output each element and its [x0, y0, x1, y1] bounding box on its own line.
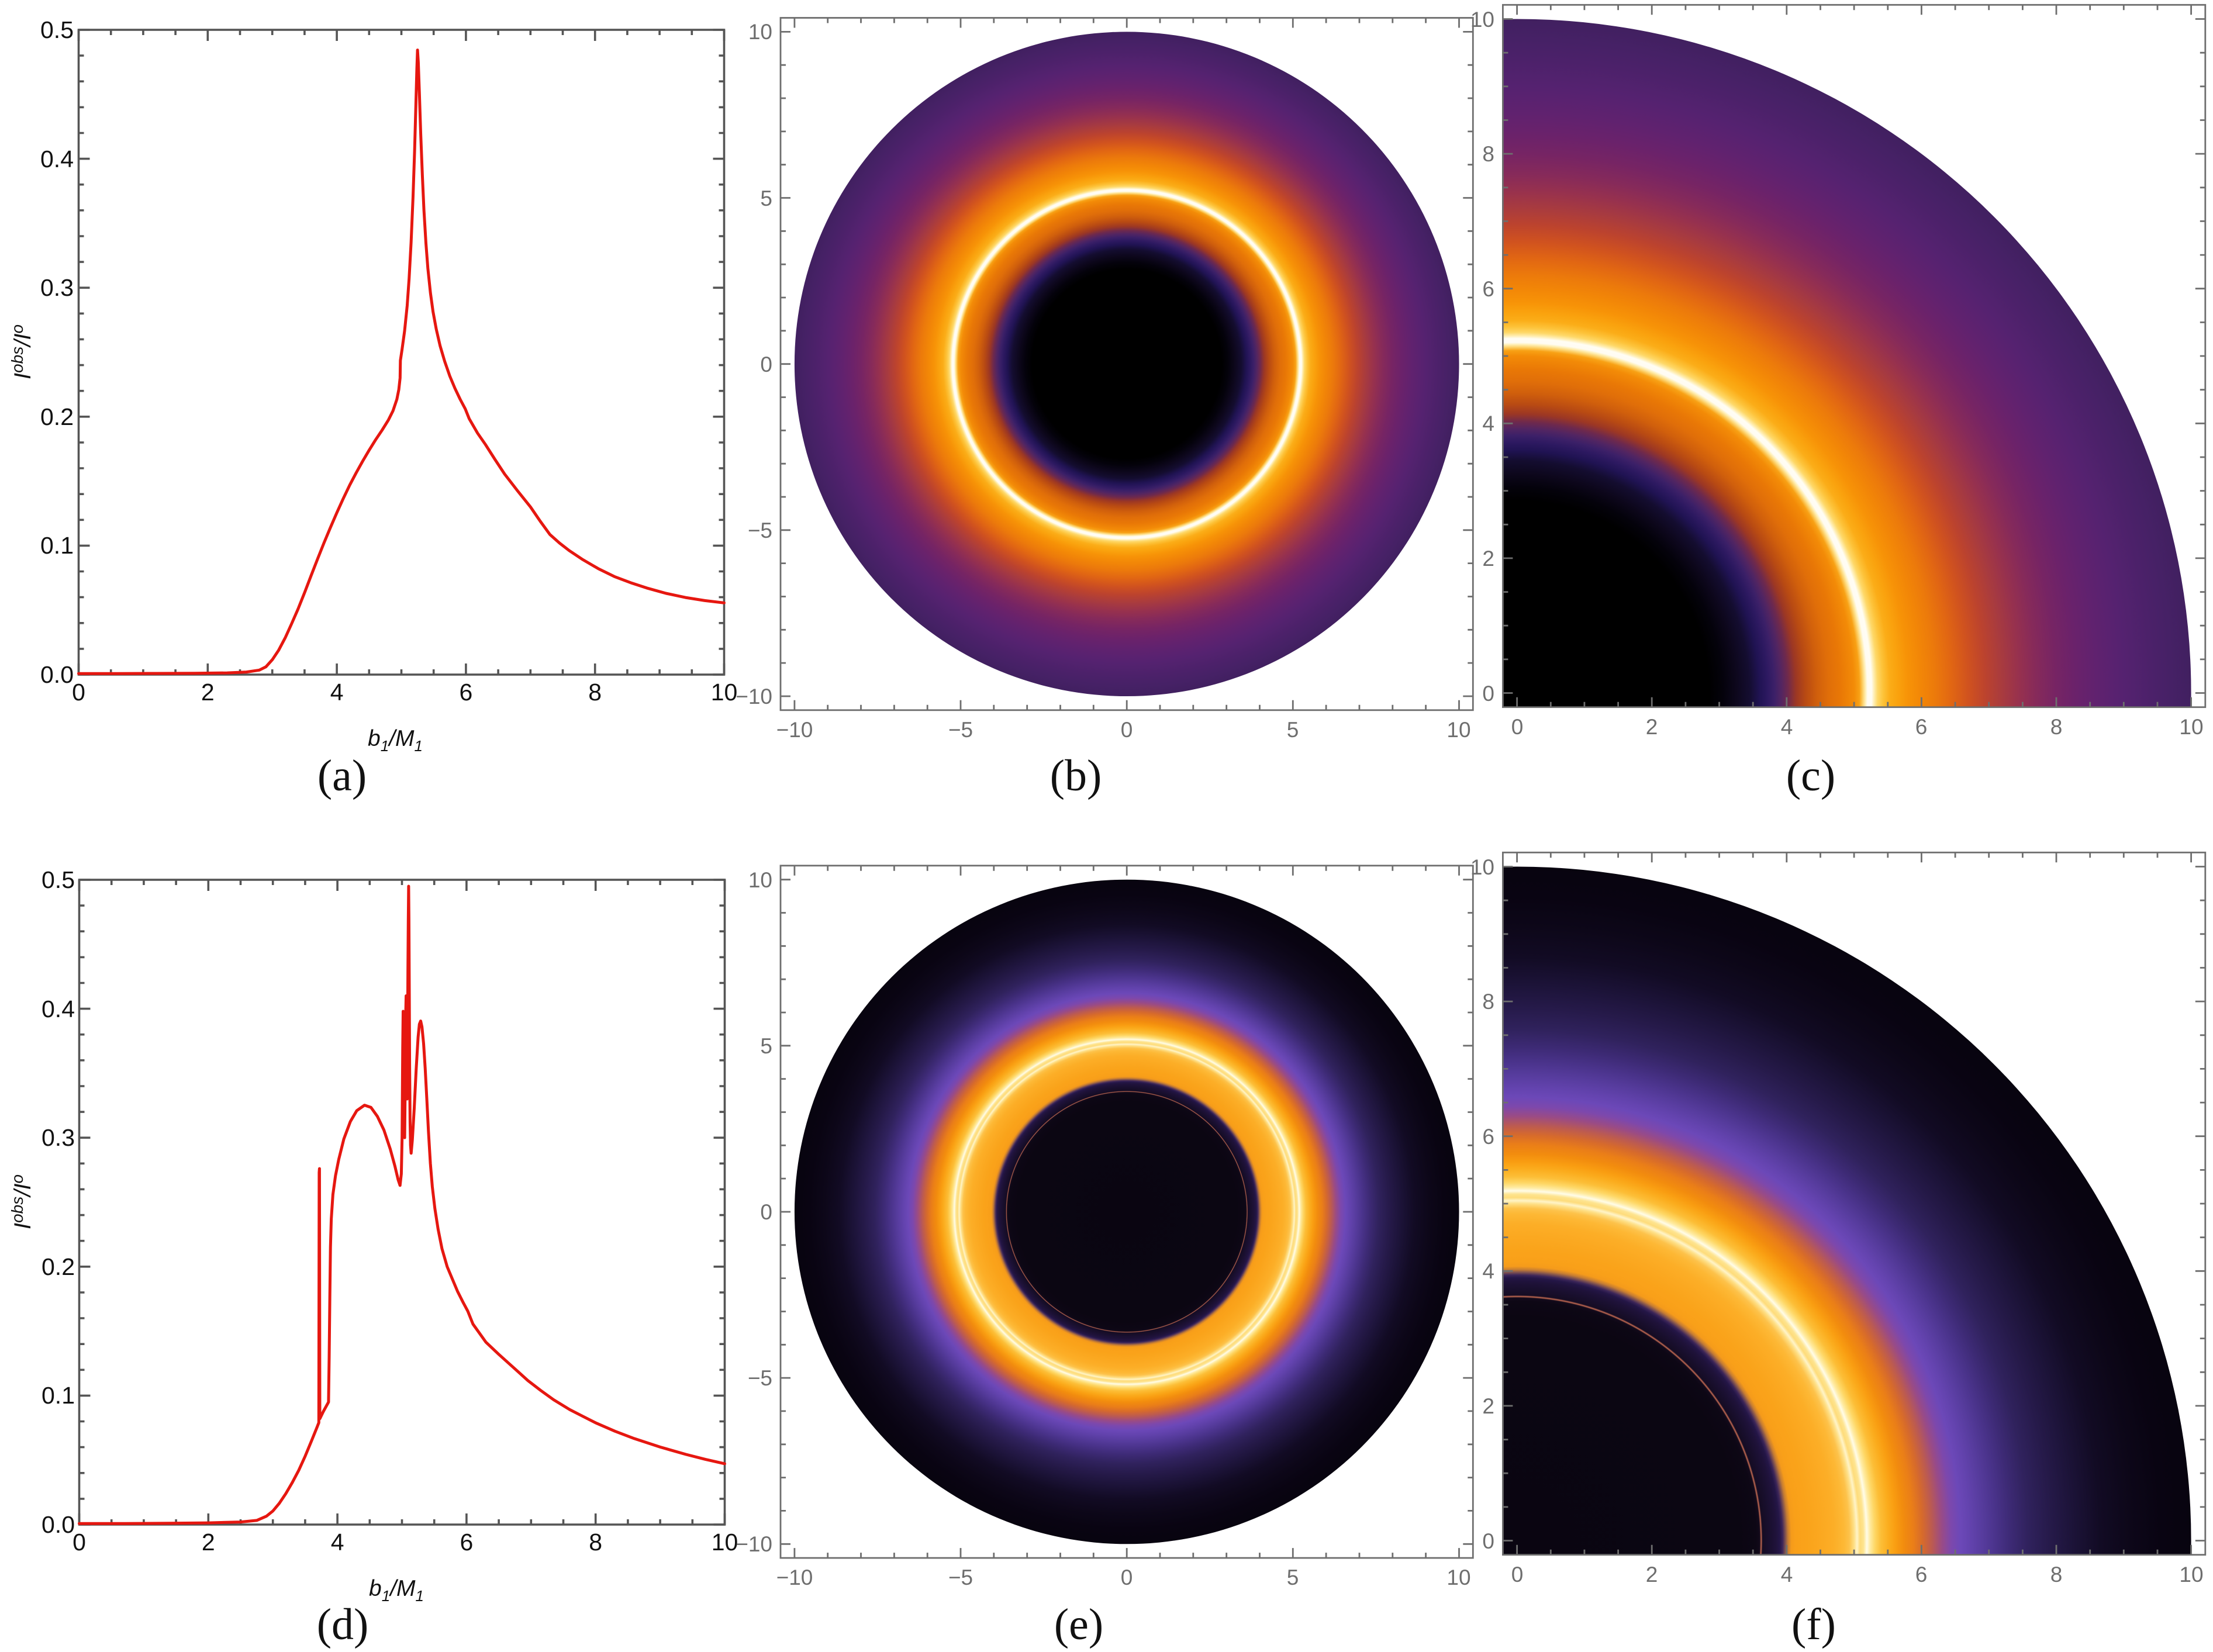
svg-text:8: 8	[588, 679, 602, 706]
svg-text:0: 0	[760, 1200, 772, 1224]
svg-text:(d): (d)	[317, 1600, 369, 1649]
svg-text:0: 0	[1121, 718, 1133, 742]
svg-text:0.2: 0.2	[40, 403, 74, 430]
svg-text:−5: −5	[748, 1366, 772, 1390]
svg-text:8: 8	[2050, 715, 2063, 739]
svg-text:−5: −5	[948, 718, 973, 742]
svg-text:0: 0	[72, 679, 85, 706]
svg-text:10: 10	[1470, 8, 1494, 32]
svg-text:−10: −10	[776, 718, 813, 742]
svg-text:0: 0	[1482, 682, 1494, 706]
svg-text:6: 6	[1915, 715, 1928, 739]
svg-text:6: 6	[1482, 277, 1494, 301]
svg-text:0: 0	[72, 1529, 86, 1556]
svg-text:5: 5	[1287, 1565, 1299, 1589]
svg-text:(e): (e)	[1054, 1600, 1103, 1649]
svg-text:6: 6	[460, 1529, 473, 1556]
svg-text:4: 4	[1482, 412, 1494, 436]
svg-text:0: 0	[1482, 1529, 1494, 1553]
svg-text:−10: −10	[776, 1565, 813, 1589]
svg-text:0.1: 0.1	[42, 1382, 75, 1409]
svg-text:(f): (f)	[1791, 1600, 1836, 1649]
svg-text:(c): (c)	[1786, 751, 1835, 800]
svg-text:b1/M1: b1/M1	[368, 726, 423, 755]
svg-text:4: 4	[1482, 1259, 1494, 1283]
svg-text:−5: −5	[948, 1565, 973, 1589]
svg-text:10: 10	[1446, 718, 1470, 742]
svg-text:8: 8	[1482, 142, 1494, 166]
svg-text:10: 10	[2179, 715, 2203, 739]
svg-text:2: 2	[1646, 715, 1658, 739]
svg-text:5: 5	[760, 186, 772, 210]
svg-text:0.1: 0.1	[40, 532, 74, 559]
svg-text:6: 6	[1482, 1125, 1494, 1149]
svg-text:2: 2	[202, 1529, 215, 1556]
svg-text:0: 0	[1121, 1565, 1133, 1589]
svg-text:0.3: 0.3	[40, 274, 74, 301]
svg-text:10: 10	[711, 679, 738, 706]
svg-text:0.3: 0.3	[42, 1124, 75, 1151]
svg-text:0: 0	[760, 352, 772, 376]
svg-text:2: 2	[201, 679, 215, 706]
svg-text:8: 8	[2050, 1563, 2063, 1587]
svg-text:8: 8	[589, 1529, 602, 1556]
svg-text:4: 4	[330, 679, 344, 706]
svg-text:10: 10	[1446, 1565, 1470, 1589]
svg-text:10: 10	[712, 1529, 738, 1556]
svg-text:5: 5	[760, 1034, 772, 1058]
svg-text:2: 2	[1482, 1394, 1494, 1418]
svg-text:2: 2	[1482, 547, 1494, 571]
svg-text:(a): (a)	[317, 751, 367, 800]
svg-text:0.0: 0.0	[40, 661, 74, 688]
svg-text:b1/M1: b1/M1	[369, 1576, 424, 1605]
svg-text:0: 0	[1511, 1563, 1524, 1587]
svg-text:4: 4	[1781, 1563, 1793, 1587]
svg-text:6: 6	[459, 679, 472, 706]
svg-text:5: 5	[1287, 718, 1299, 742]
svg-text:0.2: 0.2	[42, 1253, 75, 1280]
svg-text:8: 8	[1482, 990, 1494, 1014]
svg-text:10: 10	[748, 868, 772, 892]
svg-text:−10: −10	[736, 1532, 772, 1556]
svg-text:0: 0	[1511, 715, 1524, 739]
svg-text:4: 4	[331, 1529, 344, 1556]
svg-text:0.4: 0.4	[42, 996, 75, 1022]
svg-text:(b): (b)	[1050, 751, 1102, 800]
svg-text:10: 10	[1470, 855, 1494, 879]
svg-text:6: 6	[1915, 1563, 1928, 1587]
svg-text:2: 2	[1646, 1563, 1658, 1587]
svg-text:0.4: 0.4	[40, 146, 74, 172]
svg-text:0.5: 0.5	[42, 866, 75, 893]
svg-text:−10: −10	[736, 685, 772, 709]
svg-text:0.5: 0.5	[40, 16, 74, 43]
svg-text:10: 10	[2179, 1563, 2203, 1587]
svg-text:0.0: 0.0	[42, 1511, 75, 1538]
svg-text:4: 4	[1781, 715, 1793, 739]
svg-text:−5: −5	[748, 519, 772, 542]
svg-text:10: 10	[748, 20, 772, 44]
